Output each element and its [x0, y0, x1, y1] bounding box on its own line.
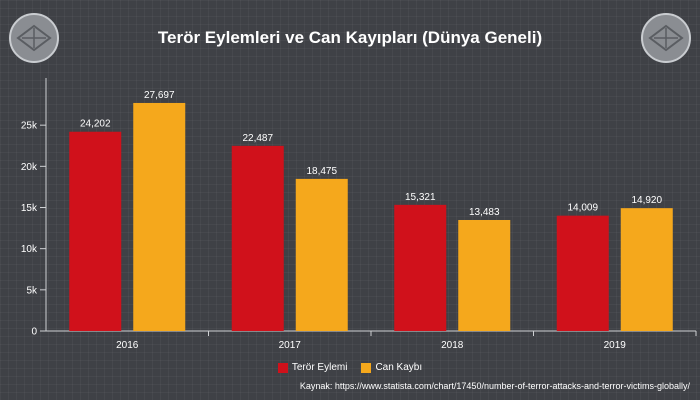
- y-tick-label: 5k: [26, 285, 38, 296]
- bar-teror-eylemi-2017: [231, 145, 284, 331]
- x-tick-label-2017: 2017: [279, 340, 302, 351]
- x-tick-label-2016: 2016: [116, 340, 139, 351]
- data-label: 27,697: [144, 90, 175, 101]
- data-label: 22,487: [242, 133, 273, 144]
- data-label: 15,321: [405, 192, 436, 203]
- emblem-logo-right: [641, 13, 691, 63]
- y-tick-label: 15k: [21, 203, 38, 214]
- bar-can-kaybi-2017: [295, 178, 348, 331]
- y-tick-label: 25k: [21, 121, 38, 132]
- legend-item-can-kaybi: Can Kaybı: [361, 362, 422, 373]
- bar-teror-eylemi-2018: [394, 204, 447, 331]
- legend-swatch: [277, 362, 288, 373]
- legend-label: Can Kaybı: [375, 362, 423, 373]
- data-label: 18,475: [306, 166, 337, 177]
- data-label: 14,920: [631, 195, 662, 206]
- data-label: 13,483: [469, 207, 500, 218]
- legend: Terör Eylemi Can Kaybı: [0, 362, 700, 373]
- bar-teror-eylemi-2016: [69, 131, 122, 331]
- x-tick-label-2019: 2019: [604, 340, 627, 351]
- data-label: 24,202: [80, 119, 111, 130]
- bar-can-kaybi-2016: [133, 102, 186, 331]
- legend-swatch: [361, 362, 372, 373]
- bar-can-kaybi-2019: [620, 208, 673, 331]
- y-tick-label: 10k: [21, 244, 38, 255]
- y-tick-label: 20k: [21, 162, 38, 173]
- chart-title: Terör Eylemleri ve Can Kayıpları (Dünya …: [157, 28, 543, 47]
- x-tick-label-2018: 2018: [441, 340, 464, 351]
- bar-teror-eylemi-2019: [556, 215, 609, 331]
- legend-label: Terör Eylemi: [291, 362, 348, 373]
- source-note: Kaynak: https://www.statista.com/chart/1…: [299, 381, 690, 391]
- emblem-logo-left: [9, 13, 59, 63]
- bar-can-kaybi-2018: [458, 219, 511, 331]
- y-tick-label: 0: [31, 327, 37, 338]
- legend-item-teror-eylemi: Terör Eylemi: [277, 362, 348, 373]
- data-label: 14,009: [567, 203, 598, 214]
